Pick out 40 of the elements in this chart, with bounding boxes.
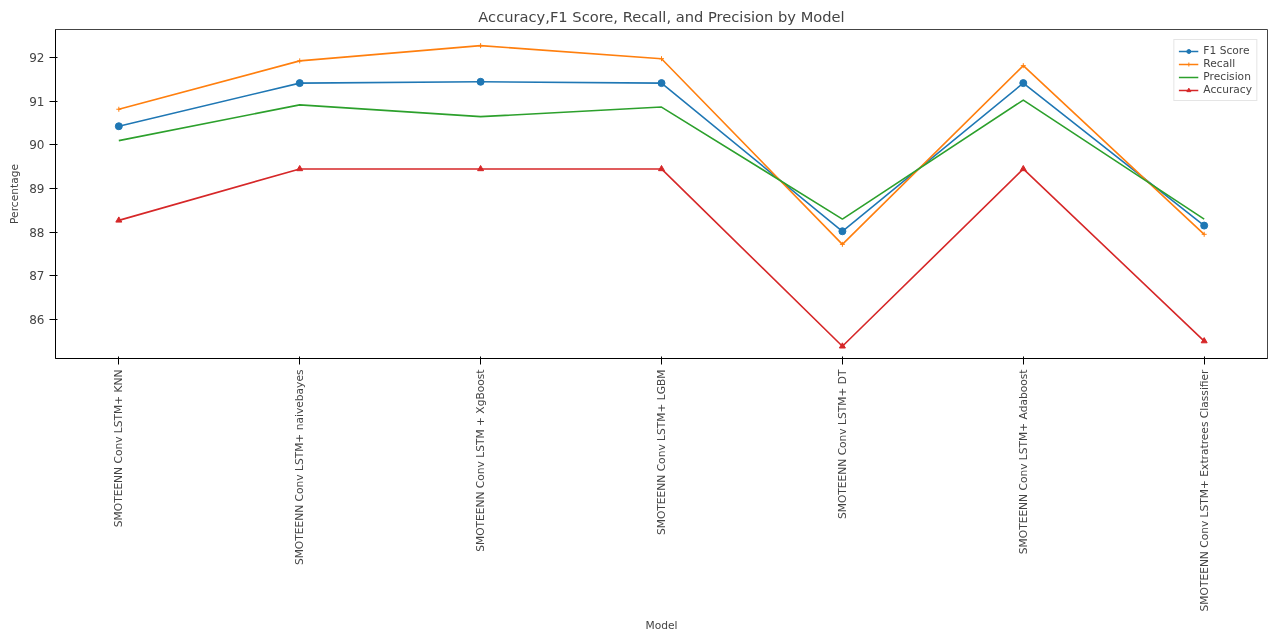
x-axis-title: Model [645, 619, 678, 633]
point [476, 77, 485, 86]
point [838, 227, 847, 236]
point [1019, 79, 1028, 88]
point [477, 164, 485, 172]
legend-label: Recall [1203, 57, 1236, 70]
point [115, 216, 123, 223]
x-tick-label: SMOTEENN Conv LSTM+ Adaboost [1016, 369, 1030, 555]
point [658, 55, 665, 62]
point [657, 79, 666, 88]
point [296, 57, 303, 64]
y-tick-label: 87 [29, 269, 45, 284]
x-tick-label: SMOTEENN Conv LSTM+ DT [835, 369, 849, 519]
point [1200, 337, 1208, 344]
x-tick-label: SMOTEENN Conv LSTM+ KNN [112, 369, 126, 528]
point [1020, 62, 1027, 69]
y-tick-label: 89 [29, 182, 45, 197]
point [838, 342, 846, 349]
point [114, 122, 123, 131]
point [477, 42, 484, 49]
point [1200, 221, 1209, 230]
y-axis-title: Percentage [8, 164, 22, 224]
y-tick-label: 86 [29, 312, 45, 327]
point [658, 164, 665, 172]
y-tick-label: 92 [29, 51, 45, 66]
x-tick-label: SMOTEENN Conv LSTM+ naivebayes [293, 369, 307, 566]
legend-label: Precision [1203, 70, 1251, 83]
x-tick-label: SMOTEENN Conv LSTM+ LGBM [655, 369, 668, 535]
point [295, 79, 304, 88]
y-tick-label: 90 [29, 138, 45, 153]
point [296, 164, 304, 172]
x-tick-label: SMOTEENN Conv LSTM+ Extratrees Classifier [1197, 368, 1211, 612]
y-tick-label: 88 [29, 225, 45, 240]
chart-title: Accuracy,F1 Score, Recall, and Precision by Model [478, 7, 845, 25]
point [1019, 164, 1027, 172]
x-tick-label: SMOTEENN Conv LSTM + XgBoost [474, 369, 488, 552]
point [839, 241, 846, 248]
legend-label: Accuracy [1203, 83, 1252, 96]
legend-label: F1 Score [1203, 44, 1250, 57]
y-tick-label: 91 [29, 94, 45, 109]
